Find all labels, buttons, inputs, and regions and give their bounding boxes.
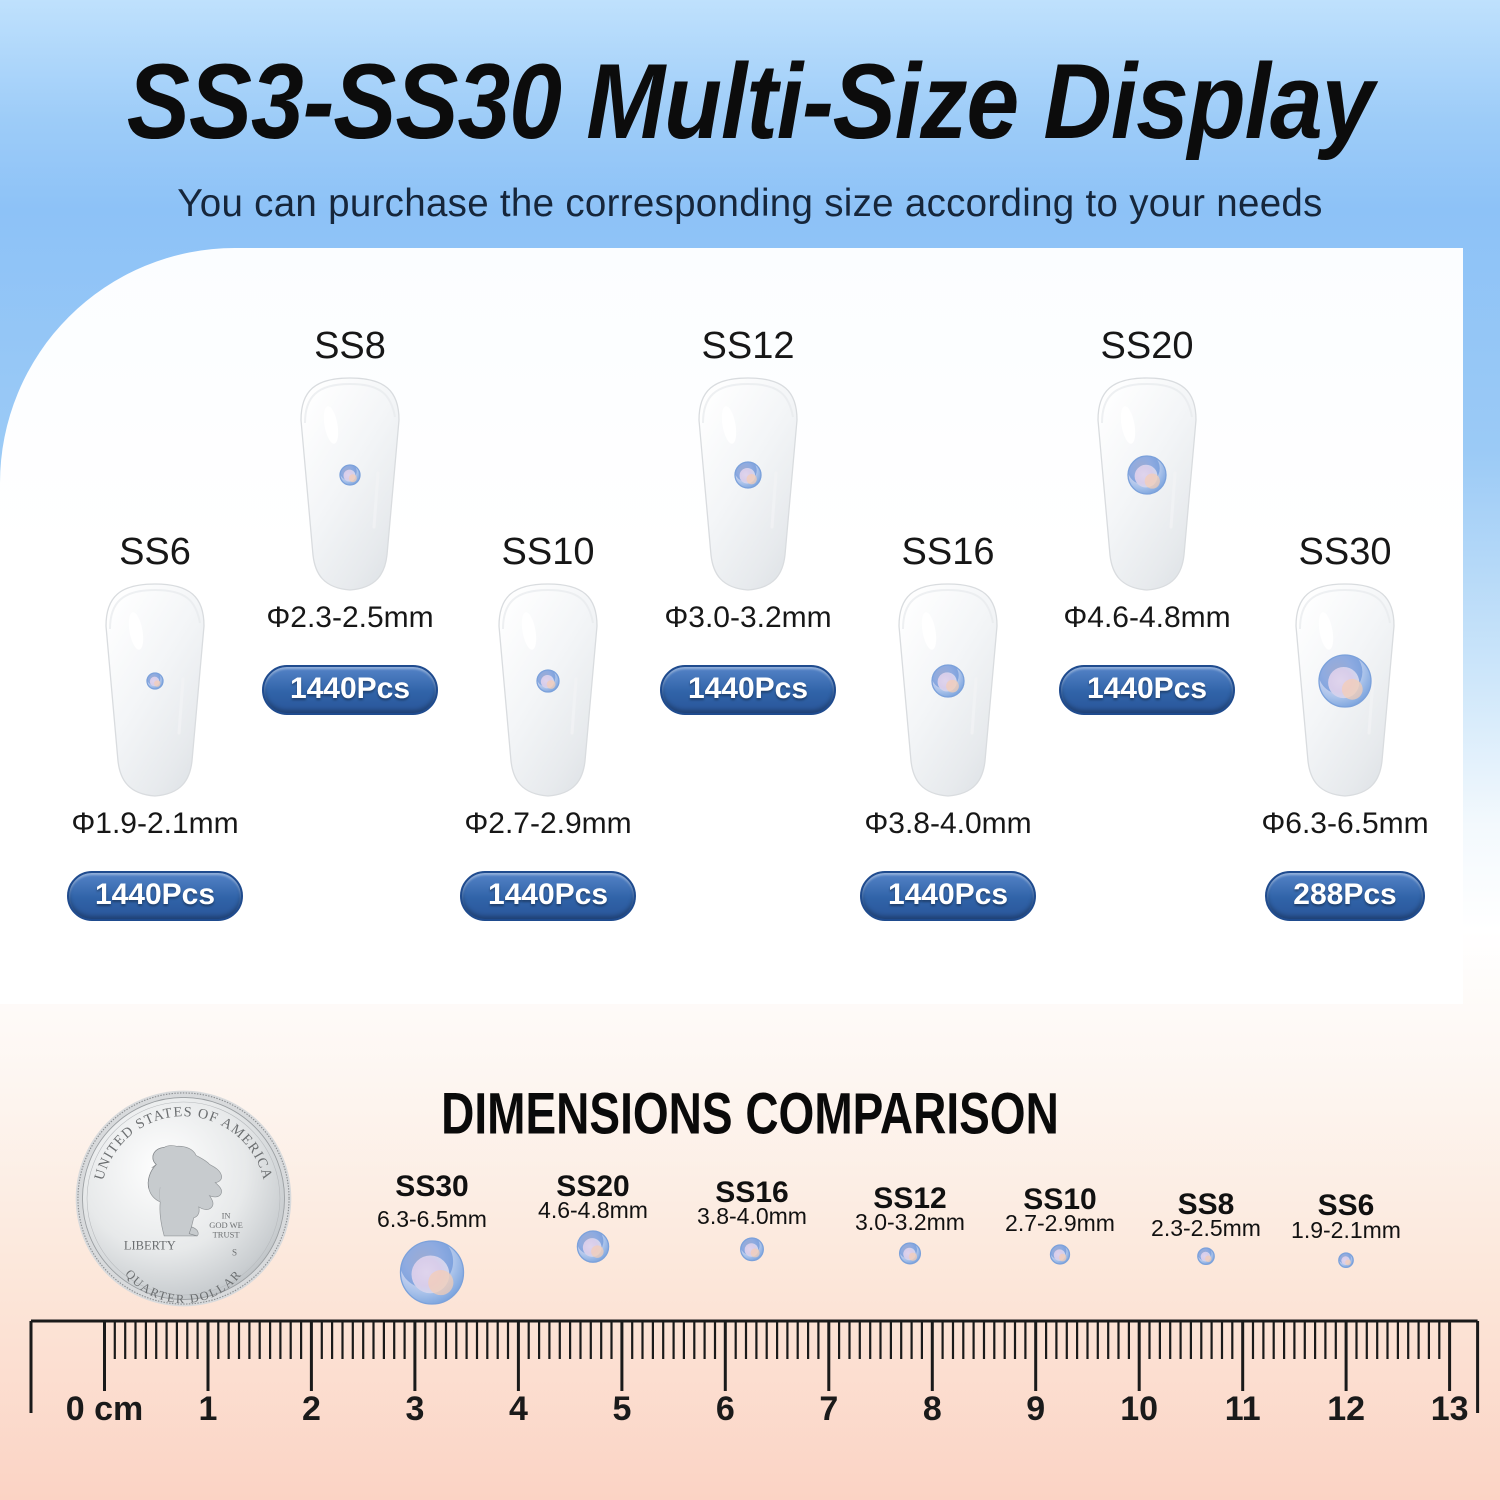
svg-text:LIBERTY: LIBERTY <box>124 1239 176 1253</box>
svg-text:1: 1 <box>199 1390 218 1423</box>
svg-text:0 cm: 0 cm <box>66 1390 143 1423</box>
svg-text:3: 3 <box>405 1390 424 1423</box>
svg-text:2: 2 <box>302 1390 321 1423</box>
svg-text:9: 9 <box>1026 1390 1045 1423</box>
svg-text:11: 11 <box>1225 1390 1261 1423</box>
svg-text:TRUST: TRUST <box>213 1230 241 1240</box>
svg-text:GOD WE: GOD WE <box>209 1220 243 1230</box>
svg-text:10: 10 <box>1120 1390 1158 1423</box>
svg-text:5: 5 <box>612 1390 631 1423</box>
svg-text:IN: IN <box>222 1210 231 1220</box>
svg-text:13: 13 <box>1431 1390 1469 1423</box>
svg-text:8: 8 <box>923 1390 942 1423</box>
svg-text:7: 7 <box>819 1390 838 1423</box>
svg-text:6: 6 <box>716 1390 735 1423</box>
svg-text:S: S <box>232 1247 237 1257</box>
svg-text:4: 4 <box>509 1390 528 1423</box>
svg-text:12: 12 <box>1327 1390 1365 1423</box>
